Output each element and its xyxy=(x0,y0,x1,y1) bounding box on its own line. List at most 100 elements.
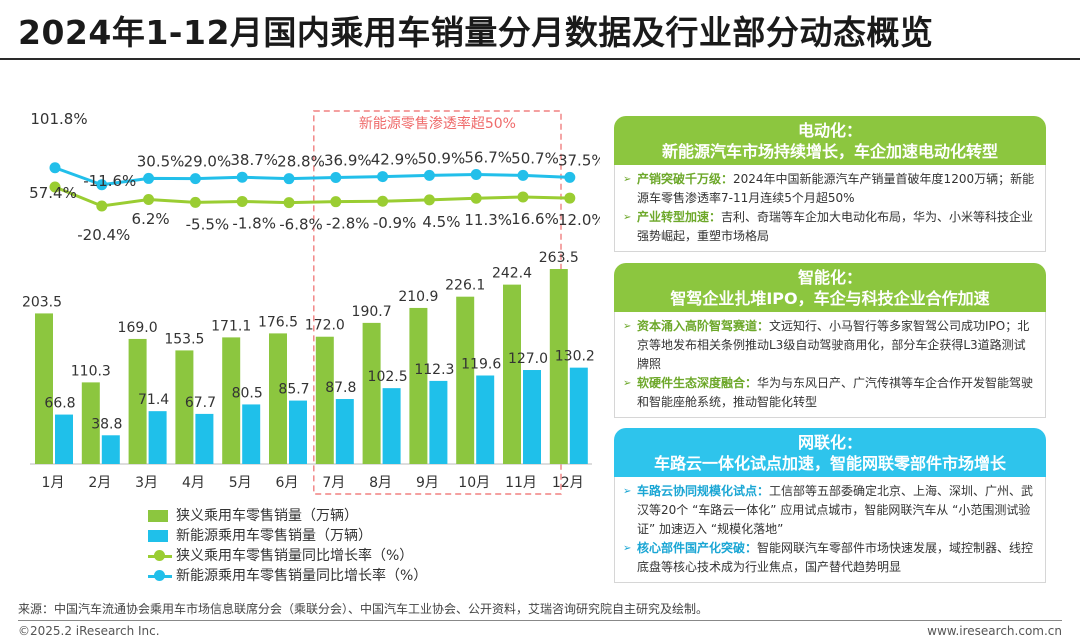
nev-growth-point xyxy=(283,173,295,185)
bar-nev xyxy=(476,375,495,464)
bar-nev xyxy=(242,404,261,464)
bar-label-retail: 210.9 xyxy=(398,289,438,305)
panel-subtitle: 车路云一体化试点加速，智能网联零部件市场增长 xyxy=(653,454,1006,473)
bar-label-retail: 171.1 xyxy=(211,318,251,334)
bar-nev xyxy=(569,367,588,464)
nev-growth-label: 36.9% xyxy=(324,151,372,169)
item-text: 2024年中国新能源汽车产销量首破年度1200万辆；新能源车零售渗透率7-11月… xyxy=(637,172,1035,205)
retail-growth-point xyxy=(517,191,529,203)
bar-label-retail: 190.7 xyxy=(352,304,392,320)
panel-subtitle: 新能源汽车市场持续增长，车企加速电动化转型 xyxy=(661,142,998,161)
retail-growth-line xyxy=(54,185,570,208)
item-keyword: 产业转型加速： xyxy=(637,210,722,224)
nev-growth-label: 101.8% xyxy=(30,110,87,128)
panel-subtitle: 智驾企业扎堆IPO，车企与科技企业合作加速 xyxy=(670,289,990,308)
legend-label: 狭义乘用车零售销量（万辆） xyxy=(176,508,358,524)
annotation-box xyxy=(313,110,562,495)
arrow-icon: ➢ xyxy=(623,321,632,332)
retail-growth-point xyxy=(377,195,389,207)
nev-growth-label: 28.8% xyxy=(277,153,325,171)
nev-growth-point xyxy=(330,171,342,183)
x-tick-label: 9月 xyxy=(416,475,439,491)
bar-retail xyxy=(503,284,521,464)
annotation-label: 新能源零售渗透率超50% xyxy=(359,115,516,132)
source-note: 来源：中国汽车流通协会乘用车市场信息联席分会（乘联分会）、中国汽车工业协会、公开… xyxy=(18,602,709,616)
sales-chart: 新能源零售渗透率超50% 203.5 66.8 1月 110.3 38.8 2月 169.0 7… xyxy=(22,110,600,495)
bar-retail xyxy=(362,322,381,464)
nev-growth-label: 50.9% xyxy=(418,149,466,167)
retail-growth-point xyxy=(564,192,576,204)
retail-growth-label: -5.5% xyxy=(186,215,230,233)
x-tick-label: 12月 xyxy=(552,475,584,491)
nev-growth-label: 50.7% xyxy=(511,149,559,167)
nev-growth-point xyxy=(517,169,529,181)
website-link[interactable]: www.iresearch.com.cn xyxy=(927,624,1062,638)
nev-growth-label: 30.5% xyxy=(137,152,185,170)
bar-label-nev: 119.6 xyxy=(461,356,501,372)
retail-growth-point xyxy=(96,200,108,212)
retail-growth-label: 11.3% xyxy=(464,211,512,229)
chart-legend: 狭义乘用车零售销量（万辆） 新能源乘用车零售销量（万辆） 狭义乘用车零售销量同比… xyxy=(148,506,427,586)
panel-connectivity: 网联化： 车路云一体化试点加速，智能网联零部件市场增长 ➢ 车路云协同规模化试点：… xyxy=(614,428,1046,583)
bar-label-nev: 85.7 xyxy=(278,382,309,398)
retail-growth-label: -6.8% xyxy=(279,216,323,234)
panel-title: 智能化： xyxy=(797,268,862,287)
nev-growth-point xyxy=(96,179,108,191)
legend-label: 狭义乘用车零售销量同比增长率（%） xyxy=(176,548,414,564)
bar-label-retail: 110.3 xyxy=(71,363,111,379)
legend-marker xyxy=(154,550,165,561)
nev-growth-point xyxy=(377,171,389,183)
arrow-icon: ➢ xyxy=(623,174,632,185)
bar-retail xyxy=(175,350,194,464)
nev-growth-point xyxy=(143,172,155,184)
nev-growth-point xyxy=(423,169,435,181)
legend-swatch xyxy=(148,530,168,542)
page-title: 2024年1-12月国内乘用车销量分月数据及行业部分动态概览 xyxy=(18,13,934,52)
item-text: 智能网联汽车零部件市场快速发展，域控制器、线控底盘等核心技术成为行业焦点，国产替… xyxy=(637,541,1034,574)
retail-growth-point xyxy=(423,194,435,206)
nev-growth-point xyxy=(189,173,201,185)
nev-growth-point xyxy=(236,171,248,183)
bar-nev xyxy=(382,388,401,464)
bar-nev xyxy=(195,413,214,464)
footer-divider xyxy=(18,620,1062,621)
panel-body: ➢ 车路云协同规模化试点：工信部等五部委确定北京、上海、深圳、广州、武汉等20个 … xyxy=(614,477,1046,583)
item-keyword: 核心部件国产化突破： xyxy=(637,541,758,555)
legend-item-retail-growth: 狭义乘用车零售销量同比增长率（%） xyxy=(148,546,427,566)
bar-label-nev: 127.0 xyxy=(508,351,548,367)
nev-growth-point xyxy=(49,162,61,174)
retail-growth-point xyxy=(143,193,155,205)
bar-nev xyxy=(55,414,73,464)
legend-item-nev-growth: 新能源乘用车零售销量同比增长率（%） xyxy=(148,566,427,586)
bar-label-nev: 80.5 xyxy=(232,385,263,401)
list-item: ➢ 产销突破千万级：2024年中国新能源汽车产销量首破年度1200万辆；新能源车零… xyxy=(623,170,1037,208)
list-item: ➢ 资本涌入高阶智驾赛道：文远知行、小马智行等多家智驾公司成功IPO；北京等地发布… xyxy=(623,317,1037,374)
x-tick-label: 5月 xyxy=(229,475,252,491)
bar-nev xyxy=(289,400,307,464)
bar-label-nev: 38.8 xyxy=(91,416,122,432)
bar-nev xyxy=(148,411,167,464)
panel-body: ➢ 资本涌入高阶智驾赛道：文远知行、小马智行等多家智驾公司成功IPO；北京等地发布… xyxy=(614,312,1046,418)
bar-retail xyxy=(315,336,334,464)
x-tick-label: 2月 xyxy=(88,475,111,491)
legend-label: 新能源乘用车零售销量（万辆） xyxy=(176,528,372,544)
x-tick-label: 11月 xyxy=(505,475,537,491)
x-tick-label: 1月 xyxy=(42,475,65,491)
arrow-icon: ➢ xyxy=(623,212,632,223)
item-text: 华为与东风日产、广汽传祺等车企合作开发智能驾驶和智能座舱系统，推动智能化转型 xyxy=(637,376,1034,409)
bar-label-retail: 172.0 xyxy=(305,318,345,334)
nev-growth-label: 37.5% xyxy=(558,151,600,169)
bar-label-nev: 66.8 xyxy=(44,396,75,412)
bar-label-retail: 169.0 xyxy=(118,320,158,336)
bar-label-nev: 112.3 xyxy=(414,362,454,378)
nev-growth-label: 38.7% xyxy=(230,151,278,169)
bar-retail xyxy=(35,313,53,464)
bar-label-retail: 242.4 xyxy=(492,266,532,282)
item-keyword: 软硬件生态深度融合： xyxy=(637,376,758,390)
retail-growth-point xyxy=(49,181,61,193)
bar-label-retail: 226.1 xyxy=(445,278,485,294)
list-item: ➢ 车路云协同规模化试点：工信部等五部委确定北京、上海、深圳、广州、武汉等20个 … xyxy=(623,482,1037,539)
x-tick-label: 6月 xyxy=(276,475,299,491)
retail-growth-label: -2.8% xyxy=(326,215,370,233)
panel-title: 电动化： xyxy=(797,121,862,140)
